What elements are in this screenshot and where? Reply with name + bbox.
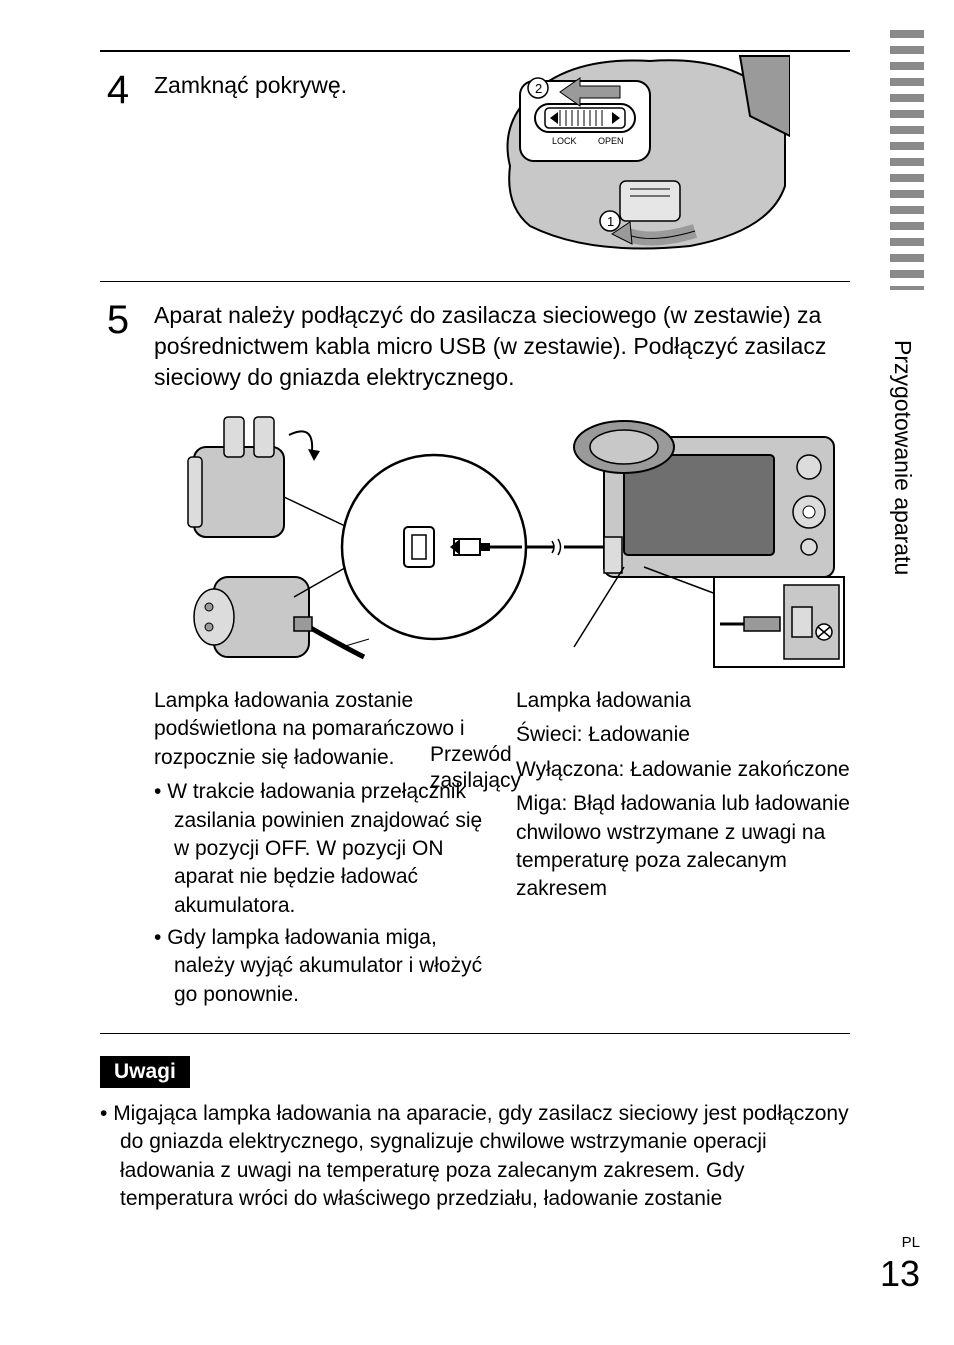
cable-label-l1: Przewód bbox=[430, 743, 512, 766]
lamp-line-1: Lampka ładowania bbox=[516, 687, 854, 715]
step-5-left-bullets: W trakcie ładowania przełącznik zasilani… bbox=[154, 778, 492, 1009]
cable-label: Przewód zasilający bbox=[430, 742, 521, 795]
step-4-illustration: LOCK OPEN 2 1 bbox=[490, 46, 790, 256]
svg-text:2: 2 bbox=[535, 81, 542, 96]
step-4-number: 4 bbox=[100, 70, 136, 261]
page-number: 13 bbox=[880, 1253, 920, 1294]
side-section-label: Przygotowanie aparatu bbox=[889, 340, 916, 575]
lock-label: LOCK bbox=[552, 136, 577, 146]
page-footer: PL 13 bbox=[880, 1234, 920, 1295]
step-5-number: 5 bbox=[100, 300, 136, 1013]
step-5-body: Aparat należy podłączyć do zasilacza sie… bbox=[154, 300, 854, 1013]
side-index-stripes bbox=[890, 30, 924, 290]
step-4: 4 Zamknąć pokrywę. bbox=[100, 52, 850, 282]
step-5-bullet-2: Gdy lampka ładowania miga, należy wyjąć … bbox=[154, 924, 492, 1009]
lang-code: PL bbox=[880, 1234, 920, 1251]
step-5-right-column: Lampka ładowania Świeci: Ładowanie Wyłąc… bbox=[516, 687, 854, 1013]
lamp-line-3: Wyłączona: Ładowanie zakończone bbox=[516, 756, 854, 784]
step-5: 5 Aparat należy podłączyć do zasilacza s… bbox=[100, 282, 850, 1034]
step-5-illustration bbox=[154, 407, 854, 677]
cable-label-l2: zasilający bbox=[430, 769, 521, 792]
open-label: OPEN bbox=[598, 136, 624, 146]
notes-item-1: Migająca lampka ładowania na aparacie, g… bbox=[100, 1100, 850, 1213]
step-5-text: Aparat należy podłączyć do zasilacza sie… bbox=[154, 300, 854, 393]
lamp-line-2: Świeci: Ładowanie bbox=[516, 721, 854, 749]
step-5-columns: Lampka ładowania zostanie podświetlona n… bbox=[154, 687, 854, 1013]
svg-text:1: 1 bbox=[607, 214, 614, 229]
notes-list: Migająca lampka ładowania na aparacie, g… bbox=[100, 1100, 850, 1213]
page-content: 4 Zamknąć pokrywę. bbox=[100, 50, 850, 1213]
step-5-left-column: Lampka ładowania zostanie podświetlona n… bbox=[154, 687, 492, 1013]
step-5-bullet-1: W trakcie ładowania przełącznik zasilani… bbox=[154, 778, 492, 920]
lamp-line-4: Miga: Błąd ładowania lub ładowanie chwil… bbox=[516, 790, 854, 903]
notes-header: Uwagi bbox=[100, 1056, 190, 1088]
notes-section: Uwagi Migająca lampka ładowania na apara… bbox=[100, 1056, 850, 1213]
